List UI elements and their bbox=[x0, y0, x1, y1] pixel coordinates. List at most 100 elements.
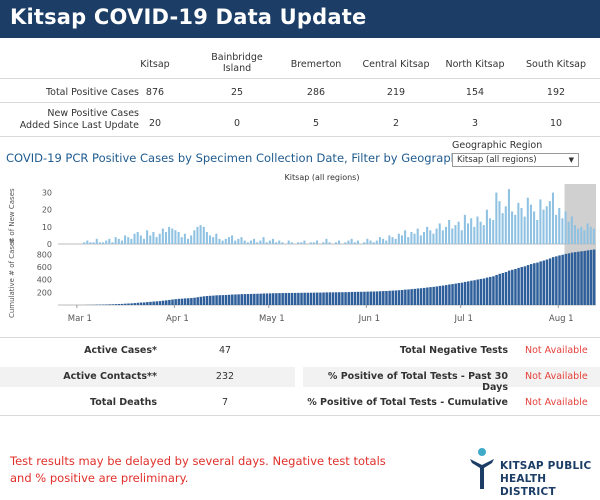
cumulative-bar bbox=[429, 287, 432, 305]
daily-bar bbox=[564, 211, 567, 244]
header-bar: Kitsap COVID-19 Data Update bbox=[0, 0, 600, 38]
column-header-line: Central Kitsap bbox=[362, 59, 430, 70]
row-label-line: New Positive Cases bbox=[47, 108, 139, 119]
stat-value: Not Available bbox=[525, 397, 588, 408]
cumulative-bar bbox=[504, 272, 508, 305]
cumulative-bar bbox=[111, 304, 115, 305]
daily-bar bbox=[451, 228, 454, 244]
cumulative-bar bbox=[353, 291, 357, 305]
daily-bar bbox=[155, 237, 158, 244]
y-tick-label: 200 bbox=[37, 288, 52, 297]
daily-bar bbox=[161, 228, 164, 244]
chevron-down-icon: ▼ bbox=[568, 156, 574, 164]
cumulative-bar bbox=[306, 292, 310, 305]
daily-bar bbox=[328, 242, 331, 244]
daily-bar bbox=[149, 235, 152, 244]
geo-region-select[interactable]: Kitsap (all regions) ▼ bbox=[452, 153, 579, 167]
daily-bar bbox=[394, 238, 397, 244]
daily-bar bbox=[215, 233, 218, 244]
daily-bar bbox=[259, 240, 262, 244]
cumulative-bar bbox=[397, 290, 401, 305]
cumulative-bar bbox=[218, 295, 221, 305]
cumulative-bar bbox=[498, 273, 501, 305]
cumulative-bar bbox=[309, 292, 313, 305]
daily-bar bbox=[240, 237, 243, 244]
daily-bar bbox=[152, 232, 155, 244]
daily-bar bbox=[520, 208, 523, 244]
daily-bar bbox=[268, 240, 271, 244]
cumulative-bar bbox=[246, 294, 250, 305]
chart-subtitle: Kitsap (all regions) bbox=[285, 173, 360, 182]
cumulative-bar bbox=[142, 302, 146, 305]
daily-bar bbox=[589, 226, 592, 244]
cumulative-bar bbox=[341, 292, 344, 305]
cumulative-bar bbox=[470, 280, 473, 305]
y-tick-label: 30 bbox=[42, 189, 52, 198]
daily-bar bbox=[237, 238, 240, 244]
daily-bar bbox=[180, 237, 183, 244]
daily-bar bbox=[256, 242, 259, 244]
daily-bar bbox=[583, 230, 586, 244]
cumulative-bar bbox=[325, 292, 328, 305]
cumulative-bar bbox=[193, 297, 196, 305]
table-cell: 0 bbox=[233, 118, 241, 129]
daily-bar bbox=[523, 216, 526, 244]
daily-bar bbox=[246, 242, 249, 244]
column-header-line: Bremerton bbox=[290, 59, 342, 70]
cumulative-bar bbox=[256, 293, 259, 305]
daily-bar bbox=[315, 240, 319, 244]
daily-bar bbox=[158, 233, 161, 244]
daily-bar bbox=[344, 242, 347, 244]
column-header: Bainbridge Island bbox=[198, 52, 276, 74]
cumulative-bar bbox=[545, 259, 549, 305]
cumulative-bar bbox=[413, 288, 417, 305]
daily-bar bbox=[548, 201, 551, 244]
daily-bar bbox=[454, 225, 457, 244]
daily-bar bbox=[231, 235, 234, 244]
cumulative-bar bbox=[347, 292, 350, 305]
stat-row-bg bbox=[0, 367, 295, 387]
daily-bar bbox=[275, 242, 278, 244]
daily-bar bbox=[271, 238, 274, 244]
cumulative-bar bbox=[315, 292, 319, 305]
daily-bar bbox=[209, 235, 212, 244]
daily-bar bbox=[529, 204, 532, 244]
daily-bar bbox=[476, 216, 479, 244]
cumulative-bar bbox=[231, 294, 234, 305]
y-tick-label: 400 bbox=[37, 276, 52, 285]
y-tick-label: 600 bbox=[37, 263, 52, 272]
stat-label: Total Deaths bbox=[90, 397, 157, 408]
daily-bar bbox=[567, 221, 570, 244]
logo-line-2: HEALTH DISTRICT bbox=[500, 473, 556, 498]
cumulative-bar bbox=[350, 291, 354, 305]
cumulative-bar bbox=[114, 304, 118, 305]
daily-bar bbox=[435, 228, 438, 244]
stat-value: Not Available bbox=[525, 371, 588, 382]
cumulative-bar bbox=[221, 295, 225, 305]
cumulative-bar bbox=[426, 287, 429, 305]
daily-bar bbox=[495, 192, 498, 244]
cumulative-bar bbox=[149, 301, 152, 305]
cumulative-bar bbox=[580, 251, 583, 305]
cumulative-bar bbox=[533, 263, 536, 305]
cumulative-bar bbox=[529, 264, 533, 305]
cumulative-bar bbox=[451, 284, 454, 305]
cumulative-bar bbox=[215, 295, 218, 305]
daily-bar bbox=[224, 238, 227, 244]
cumulative-bar bbox=[551, 257, 555, 305]
daily-bar bbox=[551, 192, 554, 244]
daily-bar bbox=[592, 228, 595, 244]
daily-bar bbox=[555, 214, 558, 244]
daily-bar bbox=[586, 223, 589, 244]
daily-bar bbox=[290, 242, 293, 244]
cumulative-bar bbox=[369, 291, 372, 305]
daily-bar bbox=[573, 225, 577, 244]
daily-bar bbox=[89, 242, 92, 244]
cumulative-bar bbox=[479, 278, 483, 305]
stat-value: 47 bbox=[218, 345, 232, 356]
column-header-line: Island bbox=[222, 63, 252, 74]
cumulative-bar bbox=[454, 283, 457, 305]
table-cell: 219 bbox=[386, 87, 406, 98]
cumulative-bar bbox=[589, 249, 593, 305]
daily-bar bbox=[492, 220, 495, 244]
